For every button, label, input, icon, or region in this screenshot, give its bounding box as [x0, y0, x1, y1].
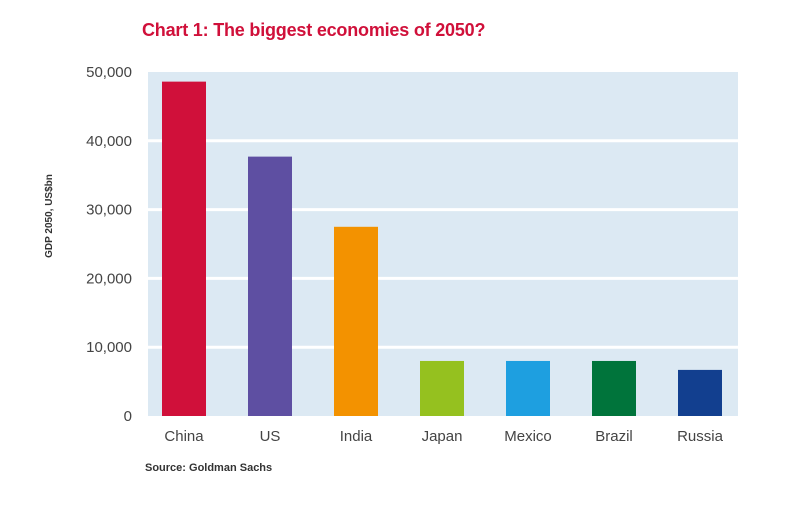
bar-us — [248, 156, 292, 416]
x-tick-label: Mexico — [504, 428, 552, 445]
x-tick-label: Japan — [422, 428, 463, 445]
x-tick-label: Brazil — [595, 428, 633, 445]
y-axis-label: GDP 2050, US$bn — [44, 174, 55, 258]
gridlines — [148, 139, 738, 349]
bar-brazil — [592, 360, 636, 416]
y-tick-label: 20,000 — [86, 270, 132, 287]
plot-background — [148, 72, 738, 416]
y-tick-label: 50,000 — [86, 64, 132, 81]
y-tick-label: 30,000 — [86, 202, 132, 219]
bar-india — [334, 226, 378, 416]
x-tick-label: India — [340, 428, 373, 445]
bars — [162, 81, 722, 416]
y-tick-label: 10,000 — [86, 339, 132, 356]
y-tick-labels: 0 10,000 20,000 30,000 40,000 50,000 — [86, 64, 132, 425]
y-tick-label: 0 — [124, 408, 132, 425]
x-tick-label: Russia — [677, 428, 724, 445]
bar-mexico — [506, 360, 550, 416]
source-note: Source: Goldman Sachs — [145, 462, 273, 474]
x-tick-label: US — [260, 428, 281, 445]
bar-japan — [420, 360, 464, 416]
y-tick-label: 40,000 — [86, 133, 132, 150]
bar-china — [162, 81, 206, 416]
x-tick-labels: China US India Japan Mexico Brazil Russia — [164, 428, 723, 445]
chart-title: Chart 1: The biggest economies of 2050? — [142, 20, 486, 40]
bar-russia — [678, 369, 722, 416]
x-tick-label: China — [164, 428, 204, 445]
